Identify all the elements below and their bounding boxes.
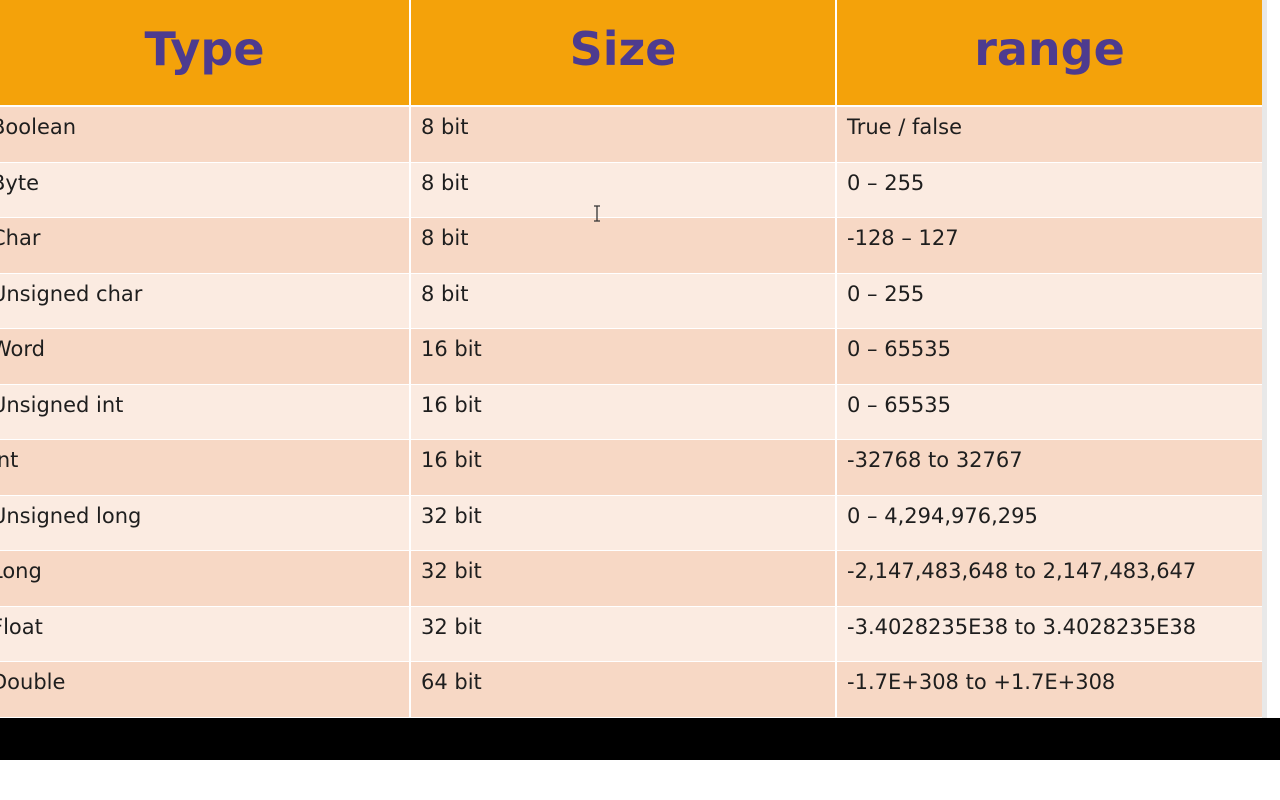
table-cell: Byte [0, 162, 409, 217]
table-cell: Unsigned char [0, 273, 409, 328]
header-cell: Size [411, 0, 835, 105]
table-cell: 64 bit [411, 662, 835, 717]
table-cell: -32768 to 32767 [837, 440, 1262, 495]
table-cell: -1.7E+308 to +1.7E+308 [837, 662, 1262, 717]
table-cell: 8 bit [411, 273, 835, 328]
table-cell: int [0, 440, 409, 495]
table-cell: 16 bit [411, 384, 835, 439]
table-cell: Unsigned int [0, 384, 409, 439]
table-cell: -128 – 127 [837, 218, 1262, 273]
table-cell: 8 bit [411, 107, 835, 162]
table-cell: 32 bit [411, 495, 835, 550]
table-cell: 32 bit [411, 606, 835, 661]
table-cell: True / false [837, 107, 1262, 162]
table-cell: -2,147,483,648 to 2,147,483,647 [837, 551, 1262, 606]
table-cell: Long [0, 551, 409, 606]
table-cell: 0 – 65535 [837, 329, 1262, 384]
table-cell: 16 bit [411, 440, 835, 495]
table-cell: 0 – 4,294,976,295 [837, 495, 1262, 550]
table-cell: -3.4028235E38 to 3.4028235E38 [837, 606, 1262, 661]
table-cell: 0 – 255 [837, 273, 1262, 328]
table-cell: Boolean [0, 107, 409, 162]
table-cell: 8 bit [411, 162, 835, 217]
table-cell: Char [0, 218, 409, 273]
table-cell: 8 bit [411, 218, 835, 273]
table-cell: Float [0, 606, 409, 661]
slide-edge [1262, 0, 1267, 718]
table-cell: 32 bit [411, 551, 835, 606]
black-band [0, 718, 1280, 760]
header-cell: range [837, 0, 1262, 105]
table-cell: Word [0, 329, 409, 384]
table-cell: Unsigned long [0, 495, 409, 550]
table-cell: 0 – 255 [837, 162, 1262, 217]
header-cell: Type [0, 0, 409, 105]
table-cell: 16 bit [411, 329, 835, 384]
table-cell: 0 – 65535 [837, 384, 1262, 439]
table-cell: Double [0, 662, 409, 717]
text-cursor [594, 205, 600, 222]
